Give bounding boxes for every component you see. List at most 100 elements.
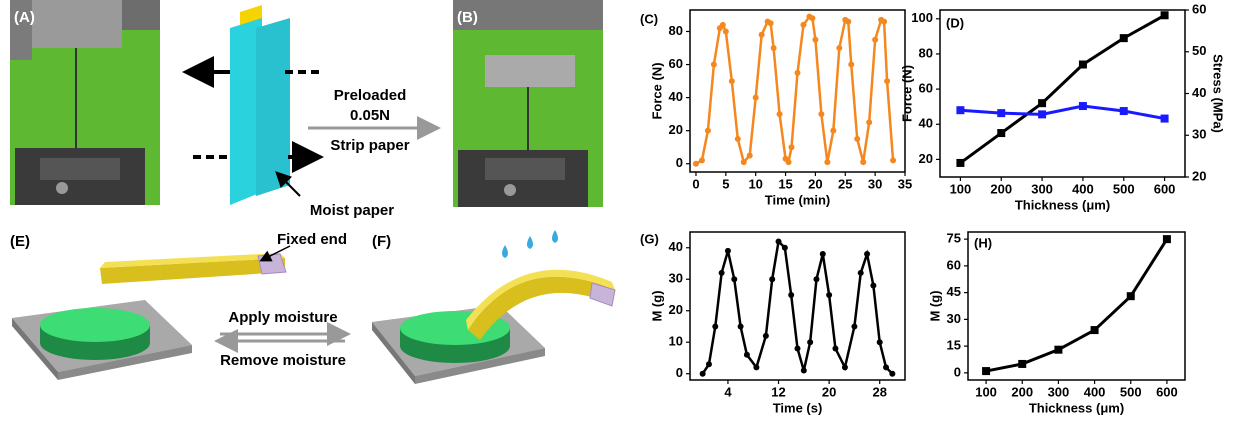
series-line [696, 17, 893, 164]
data-point [725, 248, 731, 254]
data-point [1054, 346, 1062, 354]
data-point [881, 19, 887, 25]
data-point [1079, 102, 1087, 110]
x-tick-label: 200 [1011, 384, 1033, 399]
data-point [889, 371, 895, 377]
y2-tick-label: 30 [1192, 127, 1206, 142]
data-point [747, 152, 753, 158]
x-tick-label: 10 [748, 176, 762, 191]
data-point [884, 78, 890, 84]
y-tick-label: 40 [669, 239, 683, 254]
x-tick-label: 28 [872, 384, 886, 399]
x-tick-label: 12 [771, 384, 785, 399]
x-tick-label: 20 [822, 384, 836, 399]
data-point [1079, 60, 1087, 68]
y-axis-label: M (g) [927, 290, 942, 321]
data-point [812, 37, 818, 43]
panel-label: (G) [640, 231, 659, 246]
data-point [719, 270, 725, 276]
data-point [801, 368, 807, 374]
data-point [845, 19, 851, 25]
y-tick-label: 20 [919, 151, 933, 166]
data-point [883, 364, 889, 370]
y-tick-label: 75 [947, 231, 961, 246]
data-point [768, 20, 774, 26]
series-line [960, 15, 1164, 163]
data-point [1161, 11, 1169, 19]
data-point [705, 128, 711, 134]
data-point [848, 62, 854, 68]
data-point [956, 106, 964, 114]
data-point [890, 157, 896, 163]
y-tick-label: 100 [911, 10, 933, 25]
data-point [699, 157, 705, 163]
data-point [795, 70, 801, 76]
data-point [693, 161, 699, 167]
y-tick-label: 0 [676, 155, 683, 170]
y-tick-label: 40 [669, 89, 683, 104]
data-point [956, 159, 964, 167]
x-tick-label: 0 [692, 176, 699, 191]
data-point [738, 323, 744, 329]
y2-axis-label: Stress (MPa) [1211, 54, 1226, 133]
figure: (A) (B) Preloaded 0.05N Strip paper Mois… [0, 0, 1233, 427]
data-point [789, 144, 795, 150]
data-point [1018, 360, 1026, 368]
x-tick-label: 500 [1113, 181, 1135, 196]
data-point [723, 28, 729, 34]
data-point [800, 22, 806, 28]
data-point [851, 323, 857, 329]
y-tick-label: 80 [919, 45, 933, 60]
panel-label: (C) [640, 11, 658, 26]
x-tick-label: 600 [1156, 384, 1178, 399]
data-point [982, 367, 990, 375]
x-axis-label: Thickness (μm) [1015, 197, 1110, 212]
y-tick-label: 10 [669, 334, 683, 349]
data-point [842, 364, 848, 370]
x-axis-label: Time (s) [773, 400, 823, 415]
panel-label: (H) [974, 235, 992, 250]
data-point [753, 364, 759, 370]
x-tick-label: 400 [1084, 384, 1106, 399]
data-point [824, 159, 830, 165]
photo-b: (B) [453, 0, 603, 207]
data-point [836, 45, 842, 51]
y2-tick-label: 50 [1192, 43, 1206, 58]
x-tick-label: 15 [778, 176, 792, 191]
data-point [795, 346, 801, 352]
y-tick-label: 0 [954, 364, 961, 379]
data-point [807, 339, 813, 345]
x-tick-label: 600 [1154, 181, 1176, 196]
data-point [788, 292, 794, 298]
data-point [744, 352, 750, 358]
annotation: Fixed end [277, 231, 347, 248]
y-tick-label: 80 [669, 23, 683, 38]
x-tick-label: 400 [1072, 181, 1094, 196]
data-point [809, 15, 815, 21]
data-point [700, 371, 706, 377]
data-point [854, 136, 860, 142]
series-line [986, 239, 1167, 371]
y-tick-label: 30 [947, 311, 961, 326]
data-point [1120, 34, 1128, 42]
data-point [729, 78, 735, 84]
illustration-f: (F) [372, 230, 615, 384]
data-point [777, 111, 783, 117]
data-point [1163, 235, 1171, 243]
x-axis-label: Time (min) [765, 192, 831, 207]
y2-tick-label: 40 [1192, 85, 1206, 100]
data-point [1038, 99, 1046, 107]
series-line [703, 241, 893, 373]
x-axis-label: Thickness (μm) [1029, 400, 1124, 415]
y-tick-label: 20 [669, 122, 683, 137]
page: { "labels": {"a": "(A)", "b": "(B)", "e"… [0, 0, 1233, 427]
data-point [731, 276, 737, 282]
data-point [711, 62, 717, 68]
data-point [769, 276, 775, 282]
data-point [820, 251, 826, 257]
x-tick-label: 100 [975, 384, 997, 399]
strip-illustration: Preloaded 0.05N Strip paper Moist paper [190, 5, 435, 219]
annotation: Preloaded [334, 87, 407, 104]
data-point [782, 245, 788, 251]
panel-label: (F) [372, 233, 391, 250]
